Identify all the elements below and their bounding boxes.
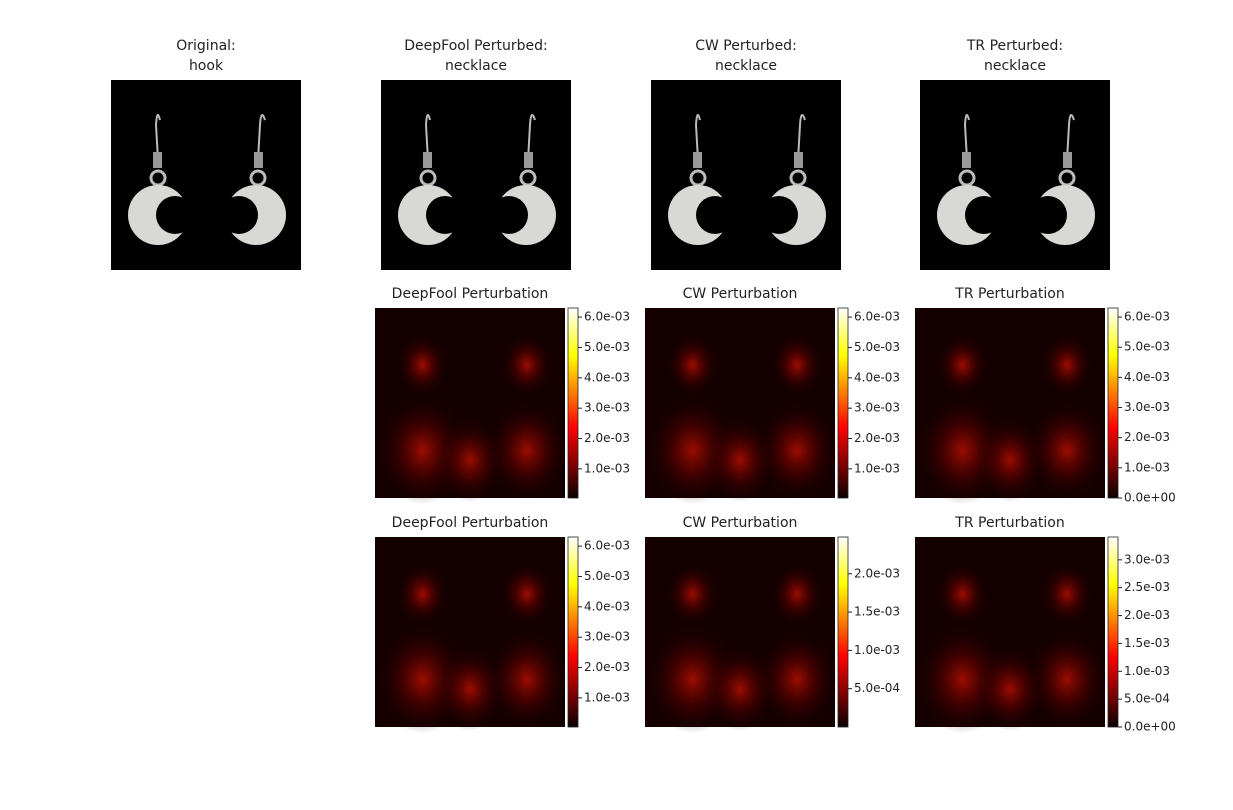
heatmap — [645, 308, 837, 505]
heatmap — [645, 537, 837, 734]
colorbar-tick-label: 1.0e-03 — [854, 643, 900, 657]
heatmap-glow — [502, 335, 552, 395]
panel-title: necklace — [715, 58, 777, 74]
colorbar-tick-label: 2.0e-03 — [854, 566, 900, 580]
panel-title: TR Perturbed: — [966, 38, 1063, 54]
colorbar-tick-label: 5.0e-03 — [1124, 340, 1170, 354]
panel-title: necklace — [445, 58, 507, 74]
heatmap-glow — [487, 631, 567, 728]
heatmap — [375, 308, 567, 505]
heatmap-glow — [705, 418, 775, 502]
heatmap-glow — [1027, 631, 1107, 728]
panel-title: TR Perturbation — [954, 286, 1064, 302]
heatmap-glow — [667, 564, 718, 624]
colorbar-tick-label: 4.0e-03 — [1124, 370, 1170, 384]
panel-title: hook — [189, 58, 224, 74]
heatmap-glow — [435, 647, 505, 731]
colorbar-tick-label: 2.0e-03 — [1124, 430, 1170, 444]
colorbar-tick-label: 2.0e-03 — [1124, 608, 1170, 622]
colorbar-tick-label: 1.0e-03 — [1124, 460, 1170, 474]
heatmap-glow — [1042, 335, 1092, 395]
colorbar — [567, 536, 579, 728]
heatmap-glow — [397, 335, 448, 395]
panel-title: CW Perturbation — [683, 515, 798, 531]
colorbar-tick-label: 2.5e-03 — [1124, 580, 1170, 594]
panel-title: DeepFool Perturbation — [392, 515, 549, 531]
heatmap — [375, 537, 567, 734]
heatmap-glow — [667, 335, 718, 395]
colorbar-tick-label: 4.0e-03 — [854, 370, 900, 384]
heatmap-glow — [937, 564, 988, 624]
colorbar-tick-label: 6.0e-03 — [854, 310, 900, 324]
heatmap-glow — [772, 564, 822, 624]
heatmap-glow — [487, 402, 567, 499]
colorbar — [1107, 536, 1119, 728]
colorbar-tick-label: 2.0e-03 — [584, 431, 630, 445]
colorbar-tick-label: 3.0e-03 — [854, 401, 900, 415]
panel-title: DeepFool Perturbed: — [404, 38, 547, 54]
colorbar-tick-label: 6.0e-03 — [584, 310, 630, 324]
heatmap-glow — [1042, 564, 1092, 624]
colorbar-tick-label: 3.0e-03 — [584, 401, 630, 415]
colorbar-tick-label: 6.0e-03 — [584, 539, 630, 553]
colorbar-tick-label: 3.0e-03 — [1124, 400, 1170, 414]
heatmap-glow — [757, 631, 837, 728]
colorbar-tick-label: 1.0e-03 — [584, 461, 630, 475]
colorbar-tick-label: 6.0e-03 — [1124, 310, 1170, 324]
colorbar-tick-label: 4.0e-03 — [584, 599, 630, 613]
heatmap-glow — [705, 647, 775, 731]
colorbar-tick-label: 3.0e-03 — [584, 630, 630, 644]
colorbar-tick-label: 1.0e-03 — [1124, 664, 1170, 678]
heatmap-glow — [435, 418, 505, 502]
colorbar — [1107, 307, 1119, 499]
heatmap-glow — [772, 335, 822, 395]
colorbar-tick-label: 1.0e-03 — [854, 461, 900, 475]
colorbar-tick-label: 0.0e+00 — [1124, 720, 1176, 734]
colorbar-tick-label: 5.0e-04 — [1124, 692, 1170, 706]
colorbar-tick-label: 5.0e-03 — [584, 340, 630, 354]
image — [111, 80, 301, 270]
colorbar-tick-label: 5.0e-03 — [854, 340, 900, 354]
colorbar — [837, 536, 849, 728]
heatmap-glow — [937, 335, 988, 395]
colorbar-tick-label: 3.0e-03 — [1124, 552, 1170, 566]
heatmap-glow — [975, 647, 1045, 731]
image — [381, 80, 571, 270]
colorbar-tick-label: 0.0e+00 — [1124, 491, 1176, 505]
colorbar — [567, 307, 579, 499]
colorbar-tick-label: 1.5e-03 — [1124, 636, 1170, 650]
colorbar-tick-label: 1.0e-03 — [584, 690, 630, 704]
colorbar-tick-label: 5.0e-04 — [854, 681, 900, 695]
panel-title: TR Perturbation — [954, 515, 1064, 531]
colorbar-tick-label: 4.0e-03 — [584, 370, 630, 384]
panel-title: Original: — [176, 38, 236, 54]
heatmap — [915, 537, 1107, 734]
colorbar-tick-label: 5.0e-03 — [584, 569, 630, 583]
panel-title: CW Perturbed: — [695, 38, 797, 54]
heatmap-glow — [757, 402, 837, 499]
heatmap — [915, 308, 1107, 505]
heatmap-glow — [397, 564, 448, 624]
heatmap-glow — [1027, 402, 1107, 499]
panel-title: CW Perturbation — [683, 286, 798, 302]
heatmap-glow — [975, 418, 1045, 502]
heatmap-glow — [502, 564, 552, 624]
colorbar — [837, 307, 849, 499]
image — [651, 80, 841, 270]
colorbar-tick-label: 2.0e-03 — [854, 431, 900, 445]
colorbar-tick-label: 1.5e-03 — [854, 605, 900, 619]
panel-title: necklace — [984, 58, 1046, 74]
image — [920, 80, 1110, 270]
colorbar-tick-label: 2.0e-03 — [584, 660, 630, 674]
panel-title: DeepFool Perturbation — [392, 286, 549, 302]
